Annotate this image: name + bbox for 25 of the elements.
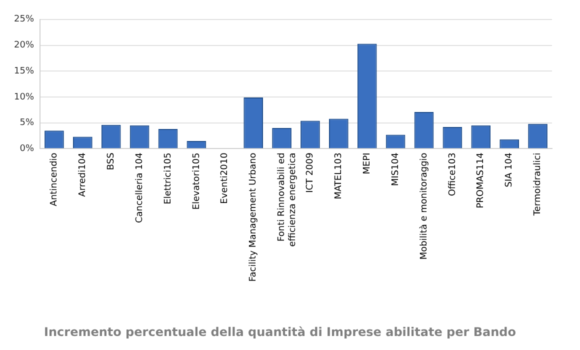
x-tick-label: Office103	[448, 152, 458, 196]
x-tick-label: PROMAS114	[476, 152, 486, 208]
x-tick-label: Elevatori105	[192, 152, 202, 210]
x-tick-label: ICT 2009	[306, 152, 316, 193]
x-tick-label: MIS104	[390, 152, 401, 186]
x-tick-label: Arredi104	[78, 152, 88, 197]
x-tick-label: Termoidraulici	[533, 152, 544, 217]
text: Incremento percentuale della quantità di Imprese abilitate per Bando	[44, 324, 516, 339]
y-tick-label: 25%	[14, 14, 34, 25]
x-tick-label: BSS	[106, 152, 116, 170]
x-tick-label: Facility Management Urbano	[248, 152, 259, 282]
x-tick-label: Mobilità e monitoraggio	[418, 152, 430, 260]
x-tick-label: SIA 104	[504, 152, 515, 188]
y-tick-label: 15%	[14, 66, 34, 76]
x-tick-label: Eventi2010	[220, 152, 230, 204]
y-tick-label: 5%	[20, 118, 34, 128]
y-tick-label: 10%	[14, 92, 34, 102]
x-tick-label: Cancelleria 104	[134, 152, 145, 223]
x-tick-label: Fonti Rinnovabili ed efficienza energetica	[277, 152, 298, 247]
y-tick-label: 0%	[20, 144, 34, 154]
x-tick-label: Elettrici105	[163, 152, 174, 204]
x-tick-label: MATEL103	[334, 152, 344, 200]
x-tick-label: MEPI	[362, 152, 372, 174]
x-tick-label: Antincendio	[50, 152, 60, 206]
y-tick-label: 20%	[14, 40, 34, 51]
